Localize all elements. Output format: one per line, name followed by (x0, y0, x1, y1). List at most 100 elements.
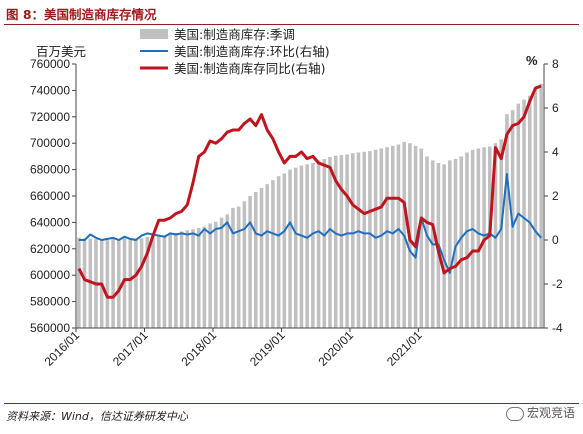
right-tick-label: 4 (552, 145, 559, 159)
bar (174, 232, 178, 328)
bar (151, 236, 155, 328)
x-tick-label: 2017/01 (110, 328, 151, 369)
bar (214, 221, 218, 328)
bar (362, 151, 366, 328)
bar (385, 147, 389, 328)
watermark-text: 宏观竞语 (526, 406, 575, 420)
bar (168, 233, 172, 328)
bar (254, 192, 258, 328)
left-tick-label: 620000 (30, 242, 70, 256)
bar (134, 238, 138, 328)
bar (231, 207, 235, 328)
left-axis-unit: 百万美元 (36, 44, 86, 59)
bar (539, 83, 543, 328)
bar (139, 238, 144, 328)
bar (527, 95, 532, 329)
series-lines (77, 84, 542, 299)
legend-label: 美国:制造商库存:季调 (174, 27, 295, 42)
bar (117, 238, 121, 328)
bar (465, 152, 469, 328)
right-tick-label: 8 (552, 57, 559, 71)
bar (242, 201, 247, 328)
right-axis-unit: % (526, 53, 538, 68)
bar (179, 231, 184, 328)
bar (470, 149, 475, 328)
chart-title: 图 8：美国制造商库存情况 (6, 7, 157, 22)
bar (396, 144, 401, 328)
bar (156, 235, 161, 328)
bar (219, 217, 224, 328)
bar (499, 139, 503, 328)
bar (111, 238, 115, 328)
bar (351, 153, 355, 328)
bar (185, 230, 190, 328)
bar (122, 238, 127, 328)
x-tick-label: 2020/01 (315, 328, 356, 369)
bar (522, 99, 526, 328)
left-tick-label: 680000 (30, 163, 70, 177)
inventory-chart: 760000 740000 720000 700000 680000 660000 6400… (30, 27, 563, 369)
bar (299, 165, 304, 328)
bar (533, 87, 538, 328)
bar (236, 206, 241, 328)
legend-swatch (140, 29, 168, 39)
bar (322, 159, 327, 328)
left-tick-label: 580000 (30, 295, 70, 309)
bar (448, 160, 452, 328)
bar (505, 114, 509, 328)
bar (225, 214, 230, 328)
series-line (78, 173, 542, 274)
inventory-bars (77, 83, 543, 329)
left-tick-label: 740000 (30, 83, 70, 97)
x-tick-label: 2018/01 (179, 328, 220, 369)
right-tick-label: 6 (552, 101, 559, 115)
bar (248, 196, 252, 328)
bar (145, 237, 150, 328)
bar (259, 188, 264, 328)
bar (368, 151, 372, 328)
bar (333, 155, 338, 328)
left-tick-label: 760000 (30, 57, 70, 71)
footer-divider (4, 403, 579, 404)
bar (305, 164, 309, 328)
bar (476, 148, 481, 328)
bar (82, 238, 87, 328)
bar (191, 229, 195, 328)
legend-label: 美国:制造商库存同比(右轴) (174, 61, 325, 76)
left-tick-label: 560000 (30, 321, 70, 335)
bar (459, 156, 464, 328)
source-note: 资料来源：Wind，信达证券研发中心 (6, 410, 188, 423)
bar (316, 160, 321, 328)
left-tick-label: 600000 (30, 268, 70, 282)
bar (208, 223, 212, 328)
bar (265, 184, 269, 328)
bar (345, 154, 349, 328)
bar (373, 149, 378, 328)
wechat-icon (505, 406, 524, 421)
bar (379, 148, 384, 328)
bar (128, 239, 132, 328)
bar (328, 157, 332, 328)
right-tick-label: 2 (552, 189, 559, 203)
bar (442, 164, 446, 328)
right-tick-label: -4 (552, 321, 563, 335)
bar (339, 155, 344, 328)
right-tick-label: 0 (552, 233, 559, 247)
bar (356, 152, 361, 328)
left-tick-label: 700000 (30, 136, 70, 150)
bar (271, 180, 275, 328)
bar (425, 156, 429, 328)
bar (105, 239, 110, 328)
bar (77, 237, 81, 328)
bar (282, 173, 287, 328)
bar (162, 235, 167, 328)
bar (311, 163, 315, 328)
bar (276, 176, 281, 328)
left-tick-label: 640000 (30, 215, 70, 229)
bar (453, 159, 458, 328)
x-tick-label: 2019/01 (247, 328, 288, 369)
watermark: 宏观竞语 (505, 404, 575, 421)
bar (390, 145, 395, 328)
bar (413, 145, 418, 328)
